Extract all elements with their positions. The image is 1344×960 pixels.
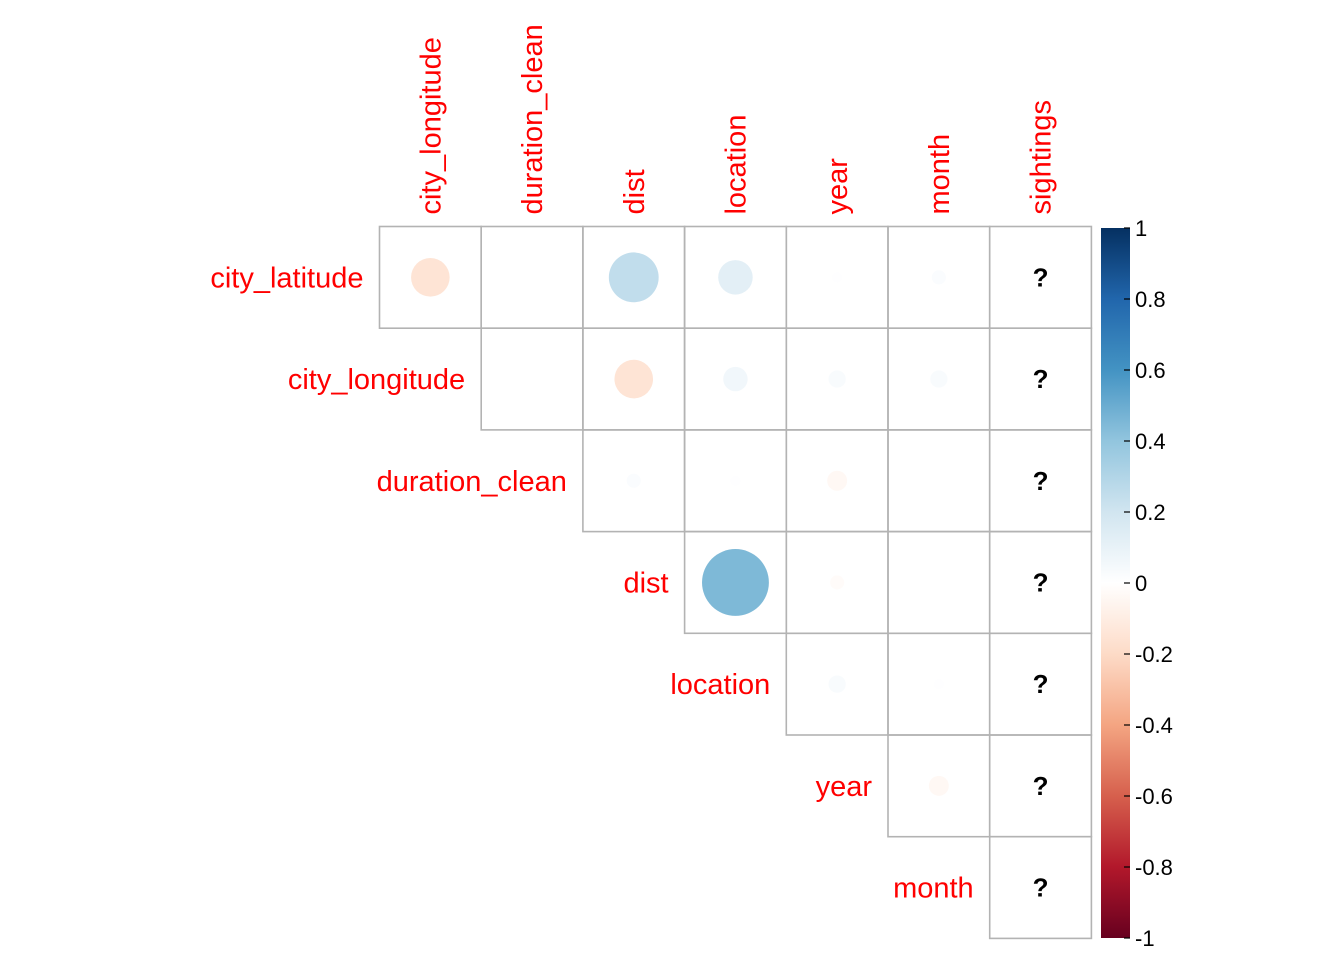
column-label-duration_clean: duration_clean — [517, 24, 549, 214]
corr-circle-city_longitude-month — [930, 370, 948, 388]
row-label-city_latitude: city_latitude — [210, 262, 363, 294]
column-label-sightings: sightings — [1026, 100, 1058, 214]
column-label-city_longitude: city_longitude — [415, 37, 447, 214]
colorbar-tick-label: -0.6 — [1135, 784, 1173, 809]
colorbar-tick-label: 0.8 — [1135, 287, 1166, 312]
corr-circle-location-month — [933, 679, 944, 690]
na-mark-month: ? — [1033, 873, 1049, 903]
corr-circle-dist-year — [830, 575, 845, 590]
row-labels: city_latitude city_longitude duration_clea… — [210, 262, 973, 904]
colorbar-tick-label: -0.4 — [1135, 713, 1173, 738]
row-label-dist: dist — [623, 567, 668, 599]
colorbar: 1 0.8 0.6 0.4 0.2 0 -0.2 -0.4 -0.6 -0.8 -1 — [1101, 216, 1173, 951]
corr-circle-city_longitude-year — [828, 370, 846, 388]
corr-circle-city_latitude-location — [718, 260, 753, 295]
corr-circle-city_latitude-dist — [608, 252, 659, 303]
column-label-dist: dist — [619, 169, 651, 214]
na-mark-year: ? — [1033, 771, 1049, 801]
row-label-month: month — [893, 873, 974, 905]
corr-circle-year-month — [928, 775, 949, 796]
column-label-month: month — [924, 134, 956, 215]
corr-circle-location-year — [828, 675, 846, 693]
row-label-city_longitude: city_longitude — [288, 364, 465, 396]
corr-circle-duration_clean-location — [730, 475, 741, 486]
corr-circle-duration_clean-dist — [626, 473, 641, 488]
corr-circle-city_latitude-month — [931, 270, 946, 285]
colorbar-tick-label: -0.2 — [1135, 642, 1173, 667]
corr-circle-city_longitude-duration_clean — [527, 374, 538, 385]
corr-circle-duration_clean-year — [827, 470, 848, 491]
column-label-year: year — [822, 158, 854, 215]
colorbar-tick-label: -1 — [1135, 926, 1155, 951]
na-mark-duration_clean: ? — [1033, 466, 1049, 496]
colorbar-tick-label: 1 — [1135, 216, 1147, 241]
row-label-location: location — [670, 669, 770, 701]
colorbar-tick-label: 0.2 — [1135, 500, 1166, 525]
colorbar-tick-label: 0.6 — [1135, 358, 1166, 383]
corr-circle-dist-month — [933, 577, 944, 588]
colorbar-tick-label: -0.8 — [1135, 855, 1173, 880]
na-mark-city_longitude: ? — [1033, 364, 1049, 394]
cell-month-sightings — [988, 835, 1093, 940]
na-mark-location: ? — [1033, 669, 1049, 699]
corr-circle-city_longitude-dist — [614, 359, 654, 399]
na-mark-city_latitude: ? — [1033, 262, 1049, 292]
corr-circle-duration_clean-month — [933, 475, 944, 486]
na-marks: ??????? — [1033, 262, 1049, 902]
corr-circle-city_latitude-city_longitude — [411, 258, 450, 297]
na-mark-dist: ? — [1033, 567, 1049, 597]
row-label-year: year — [816, 771, 873, 803]
grid — [378, 225, 1093, 940]
row-label-duration_clean: duration_clean — [377, 466, 567, 498]
corr-circle-city_longitude-location — [723, 366, 748, 392]
corr-circle-city_latitude-duration_clean — [527, 272, 538, 283]
corr-circle-city_latitude-year — [832, 272, 843, 283]
column-label-location: location — [720, 115, 752, 215]
colorbar-tick-label: 0.4 — [1135, 429, 1166, 454]
corr-circle-dist-location — [702, 549, 769, 616]
colorbar-tick-label: 0 — [1135, 571, 1147, 596]
correlation-circles — [411, 252, 949, 796]
